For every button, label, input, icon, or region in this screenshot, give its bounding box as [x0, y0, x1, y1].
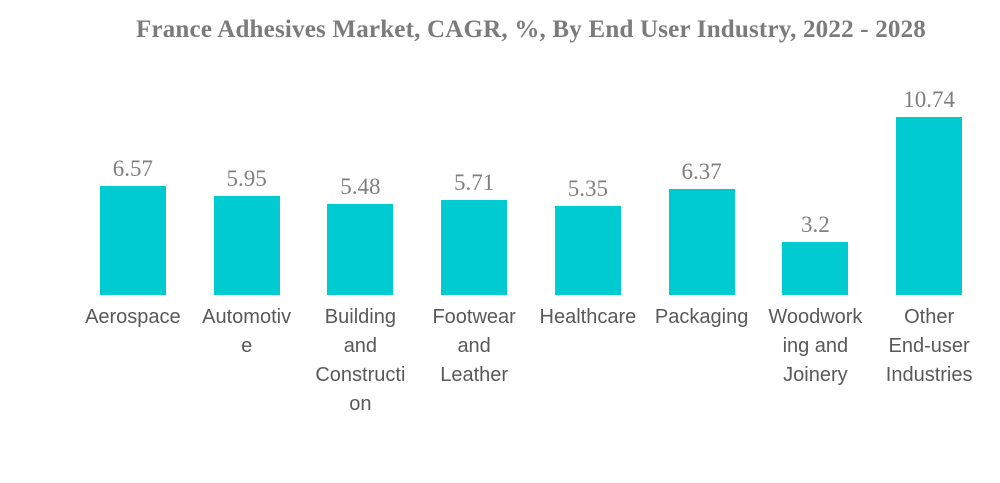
bar-column: 5.95 — [190, 166, 304, 295]
bar-column: 5.35 — [531, 176, 645, 295]
bar — [554, 206, 621, 295]
bar-value-label: 6.37 — [681, 159, 722, 185]
bar-column: 6.57 — [76, 156, 190, 295]
category-label: Building and Constructi on — [315, 306, 406, 415]
bar-value-label: 5.95 — [226, 166, 267, 192]
bars-row: 6.57 5.95 5.48 5.71 5.35 6.37 3.2 10.74 — [76, 0, 986, 295]
bar-value-label: 5.71 — [454, 170, 495, 196]
bar-column: 5.71 — [417, 170, 531, 295]
bar — [327, 204, 394, 295]
bar-column: 6.37 — [645, 159, 759, 295]
bar-value-label: 6.57 — [112, 155, 153, 181]
bar-column: 3.2 — [759, 212, 873, 295]
bar-column: 10.74 — [872, 87, 986, 295]
category-label: Woodwork ing and Joinery — [768, 306, 863, 386]
bar — [213, 196, 280, 295]
bar — [896, 117, 963, 295]
category-label: Automotiv e — [202, 306, 292, 357]
bar-value-label: 5.35 — [567, 176, 608, 202]
bar — [668, 189, 735, 295]
category-label: Footwear and Leather — [432, 306, 516, 386]
chart-title: France Adhesives Market, CAGR, %, By End… — [135, 16, 927, 43]
category-label: Other End-user Industries — [885, 306, 973, 386]
plot-area: 6.57 5.95 5.48 5.71 5.35 6.37 3.2 10.74 Aerospa… — [76, 0, 986, 420]
category-labels-row: Aerospace Automotiv e Building and Constru… — [76, 303, 986, 419]
category-label: Healthcare — [539, 306, 637, 328]
bar-column: 5.48 — [304, 174, 418, 295]
bar-value-label: 5.48 — [340, 173, 381, 199]
category-label: Packaging — [654, 306, 749, 328]
category-label: Aerospace — [85, 306, 181, 328]
bar — [782, 242, 849, 295]
bar-value-label: 10.74 — [903, 86, 955, 112]
bar-value-label: 3.2 — [801, 211, 830, 237]
bar — [441, 200, 508, 295]
bar — [99, 186, 166, 295]
